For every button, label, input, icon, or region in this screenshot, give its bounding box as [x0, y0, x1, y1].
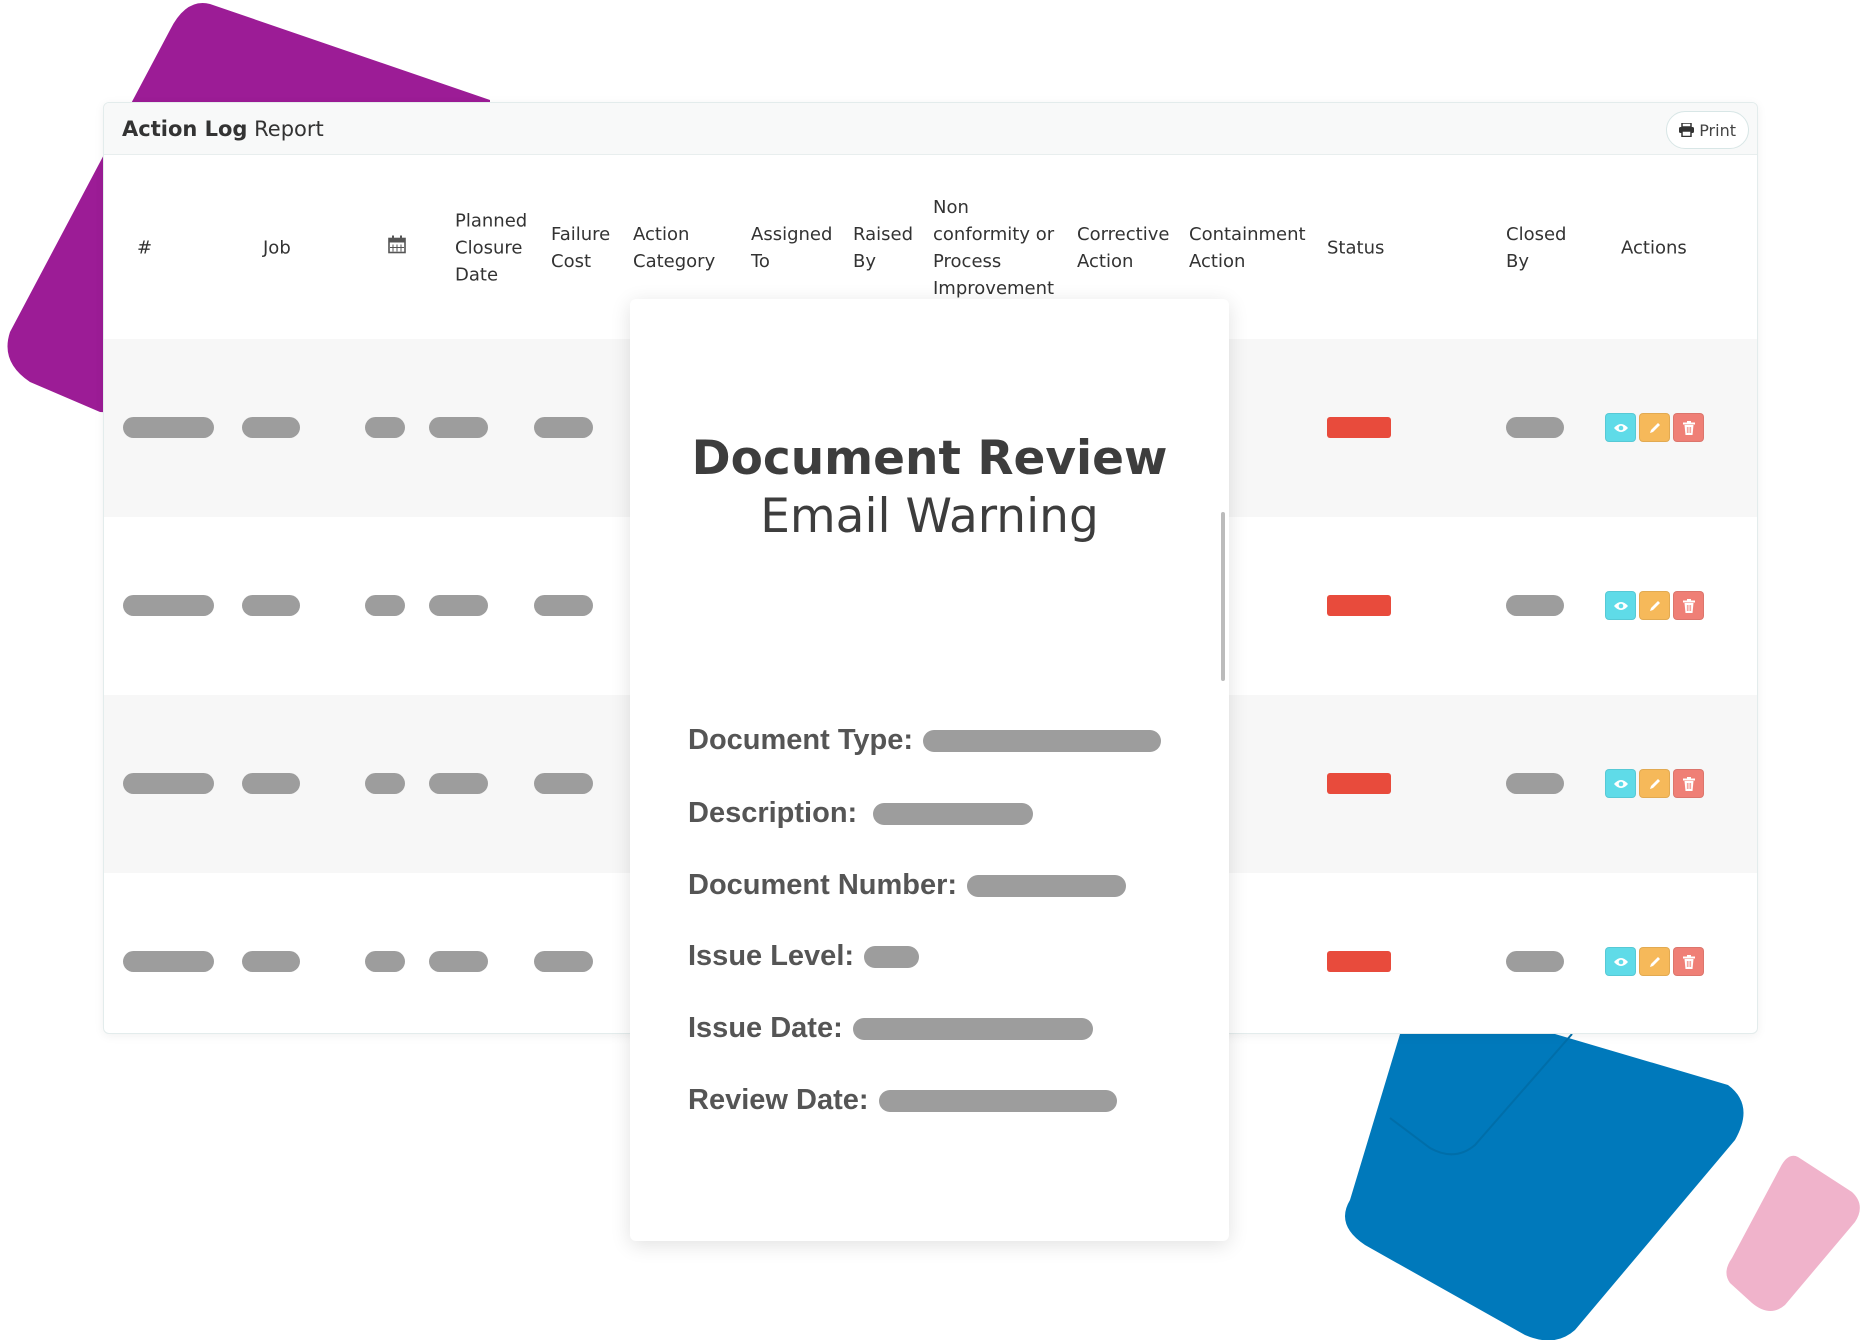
delete-button[interactable] [1673, 947, 1704, 976]
print-button[interactable]: Print [1666, 111, 1749, 149]
edit-button[interactable] [1639, 769, 1670, 798]
modal-subtitle: Email Warning [760, 489, 1099, 544]
cell-placeholder [534, 773, 593, 794]
pencil-icon [1649, 778, 1660, 789]
cell-placeholder [1506, 417, 1564, 438]
edit-button[interactable] [1639, 591, 1670, 620]
col-corrective-action[interactable]: Corrective Action [1077, 224, 1170, 272]
cell-placeholder [1506, 773, 1564, 794]
cell-placeholder [534, 417, 593, 438]
document-review-modal: Document Review Email Warning Document T… [630, 299, 1229, 1241]
cell-placeholder [123, 595, 214, 616]
cell-placeholder [534, 595, 593, 616]
eye-icon [1613, 957, 1628, 966]
value-placeholder [852, 1017, 1093, 1040]
col-assigned-to[interactable]: Assigned To [751, 224, 833, 272]
value-placeholder [873, 802, 1034, 825]
value-placeholder [878, 1089, 1117, 1112]
field-document-type: Document Type: [688, 724, 1162, 757]
trash-icon [1682, 776, 1695, 791]
table-header: # Job Planned Closure Date Failure Cost … [104, 156, 1757, 340]
print-label: Print [1699, 120, 1736, 140]
blue-blob [1345, 1034, 1744, 1340]
status-badge [1327, 773, 1391, 794]
cell-placeholder [365, 951, 405, 972]
edit-button[interactable] [1639, 413, 1670, 442]
status-badge [1327, 595, 1391, 616]
col-job[interactable]: Job [263, 237, 291, 259]
eye-icon [1613, 601, 1628, 610]
pencil-icon [1649, 956, 1660, 967]
edit-button[interactable] [1639, 947, 1670, 976]
cell-placeholder [429, 417, 488, 438]
cell-placeholder [242, 595, 300, 616]
field-issue-level: Issue Level: [688, 940, 920, 973]
view-button[interactable] [1605, 769, 1636, 798]
col-action-category[interactable]: Action Category [633, 224, 716, 272]
field-review-date: Review Date: [688, 1084, 1117, 1117]
pencil-icon [1649, 422, 1660, 433]
field-issue-date: Issue Date: [688, 1012, 1093, 1045]
cell-placeholder [429, 595, 488, 616]
modal-title: Document Review [691, 431, 1168, 486]
field-document-number: Document Number: [688, 869, 1127, 902]
col-status[interactable]: Status [1327, 237, 1385, 259]
col-raised-by[interactable]: Raised By [853, 224, 914, 272]
pencil-icon [1649, 600, 1660, 611]
status-badge [1327, 417, 1391, 438]
pink-blob [1726, 1155, 1860, 1312]
delete-button[interactable] [1673, 591, 1704, 620]
col-planned-closure-date[interactable]: Planned Closure Date [455, 210, 528, 286]
cell-placeholder [242, 773, 300, 794]
field-description: Description: [688, 797, 1034, 830]
cell-placeholder [123, 773, 214, 794]
view-button[interactable] [1605, 947, 1636, 976]
modal-scrollbar[interactable] [1221, 512, 1225, 681]
cell-placeholder [365, 595, 405, 616]
cell-placeholder [429, 951, 488, 972]
cell-placeholder [365, 417, 405, 438]
cell-placeholder [534, 951, 593, 972]
trash-icon [1682, 598, 1695, 613]
cell-placeholder [242, 417, 300, 438]
eye-icon [1613, 423, 1628, 432]
cell-placeholder [123, 951, 214, 972]
eye-icon [1613, 779, 1628, 788]
trash-icon [1682, 420, 1695, 435]
delete-button[interactable] [1673, 413, 1704, 442]
col-failure-cost[interactable]: Failure Cost [551, 224, 611, 272]
value-placeholder [923, 729, 1162, 752]
view-button[interactable] [1605, 591, 1636, 620]
col-nonconformity[interactable]: Non conformity or Process Improvement [933, 197, 1055, 299]
col-containment-action[interactable]: Containment Action [1189, 224, 1306, 272]
value-placeholder [864, 945, 920, 968]
cell-placeholder [1506, 595, 1564, 616]
blue-blob-fold [1389, 1033, 1573, 1156]
cell-placeholder [1506, 951, 1564, 972]
col-closed-by[interactable]: Closed By [1506, 224, 1567, 272]
value-placeholder [967, 874, 1127, 897]
printer-icon [1679, 123, 1695, 137]
card-title: Action Log Report [122, 117, 324, 141]
cell-placeholder [429, 773, 488, 794]
col-actions: Actions [1621, 237, 1687, 259]
calendar-icon[interactable] [388, 235, 406, 262]
trash-icon [1682, 954, 1695, 969]
status-badge [1327, 951, 1391, 972]
view-button[interactable] [1605, 413, 1636, 442]
delete-button[interactable] [1673, 769, 1704, 798]
cell-placeholder [123, 417, 214, 438]
col-number[interactable]: # [137, 237, 153, 259]
cell-placeholder [365, 773, 405, 794]
card-header: Action Log Report Print [104, 103, 1757, 155]
cell-placeholder [242, 951, 300, 972]
